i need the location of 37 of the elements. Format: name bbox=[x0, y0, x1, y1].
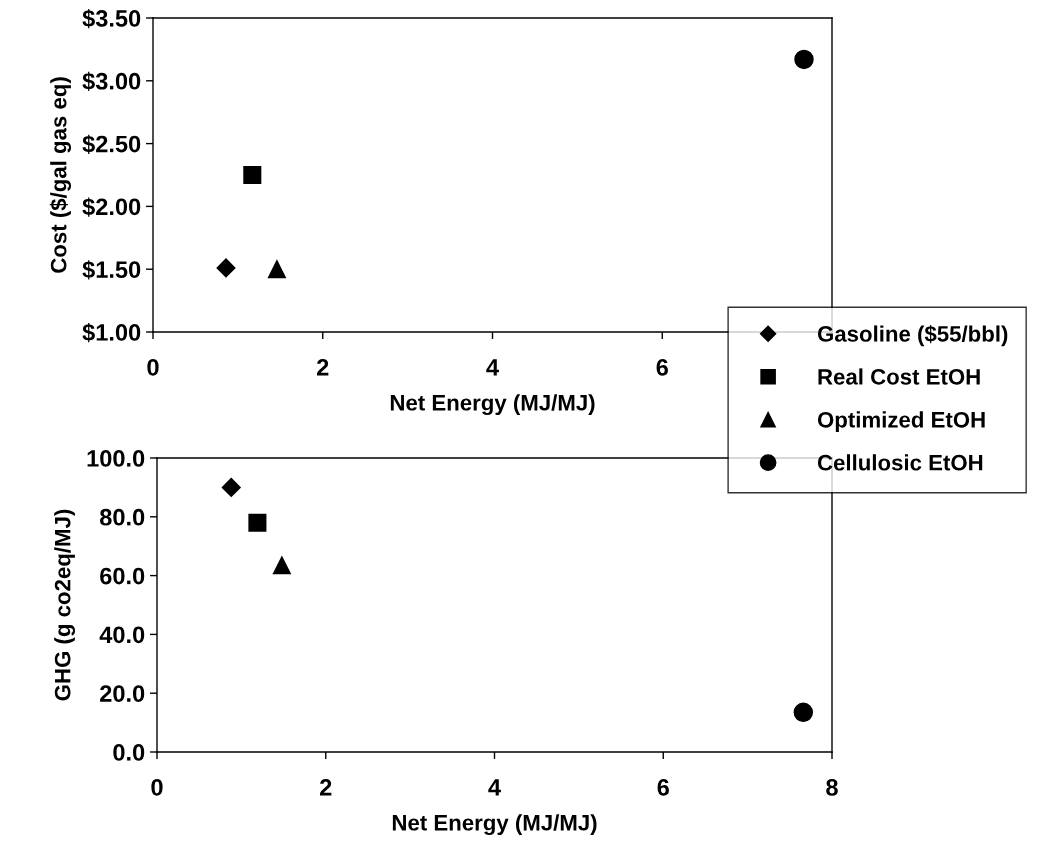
y-tick-label: $1.50 bbox=[82, 260, 141, 280]
x-tick-label: 2 bbox=[320, 779, 332, 796]
x-axis-title: Net Energy (MJ/MJ) bbox=[392, 814, 597, 836]
point bbox=[243, 165, 262, 185]
y-tick-label: 20.0 bbox=[100, 685, 145, 702]
point bbox=[794, 49, 814, 70]
x-tick-label: 4 bbox=[488, 779, 501, 796]
y-tick-label: $2.00 bbox=[82, 197, 141, 217]
x-tick-label: 4 bbox=[486, 359, 499, 376]
y-axis-title: Cost ($/gal gas eq) bbox=[49, 77, 71, 273]
point bbox=[221, 477, 241, 497]
y-tick-label: 100.0 bbox=[87, 450, 145, 467]
y-tick-label: 60.0 bbox=[100, 567, 145, 585]
y-tick-label: $1.00 bbox=[82, 323, 141, 343]
x-tick-label: 6 bbox=[656, 359, 668, 376]
x-tick-label: 0 bbox=[147, 359, 159, 376]
y-tick-label: 0.0 bbox=[113, 744, 145, 761]
legend-label: Real Cost EtOH bbox=[818, 368, 980, 385]
y-tick-label: 80.0 bbox=[99, 508, 145, 526]
y-tick-label: 40.0 bbox=[99, 626, 145, 644]
y-tick-label: $2.50 bbox=[82, 134, 141, 154]
x-tick-label: 2 bbox=[317, 359, 329, 376]
x-axis-title: Net Energy (MJ/MJ) bbox=[390, 394, 595, 416]
x-tick-label: 0 bbox=[151, 779, 163, 796]
y-tick-label: $3.50 bbox=[82, 9, 141, 29]
x-tick-label: 8 bbox=[826, 779, 838, 796]
point bbox=[793, 702, 814, 723]
legend-label: Gasoline ($55/bbl) bbox=[817, 325, 1008, 347]
point bbox=[248, 513, 267, 532]
y-axis-title: GHG (g co2eq/MJ) bbox=[54, 509, 75, 701]
point bbox=[216, 258, 236, 278]
x-tick-label: 6 bbox=[657, 779, 669, 796]
point bbox=[267, 260, 286, 279]
legend-label: Cellulosic EtOH bbox=[817, 454, 983, 471]
legend-label: Optimized EtOH bbox=[817, 411, 985, 433]
y-tick-label: $3.00 bbox=[82, 71, 141, 92]
point bbox=[272, 556, 291, 575]
